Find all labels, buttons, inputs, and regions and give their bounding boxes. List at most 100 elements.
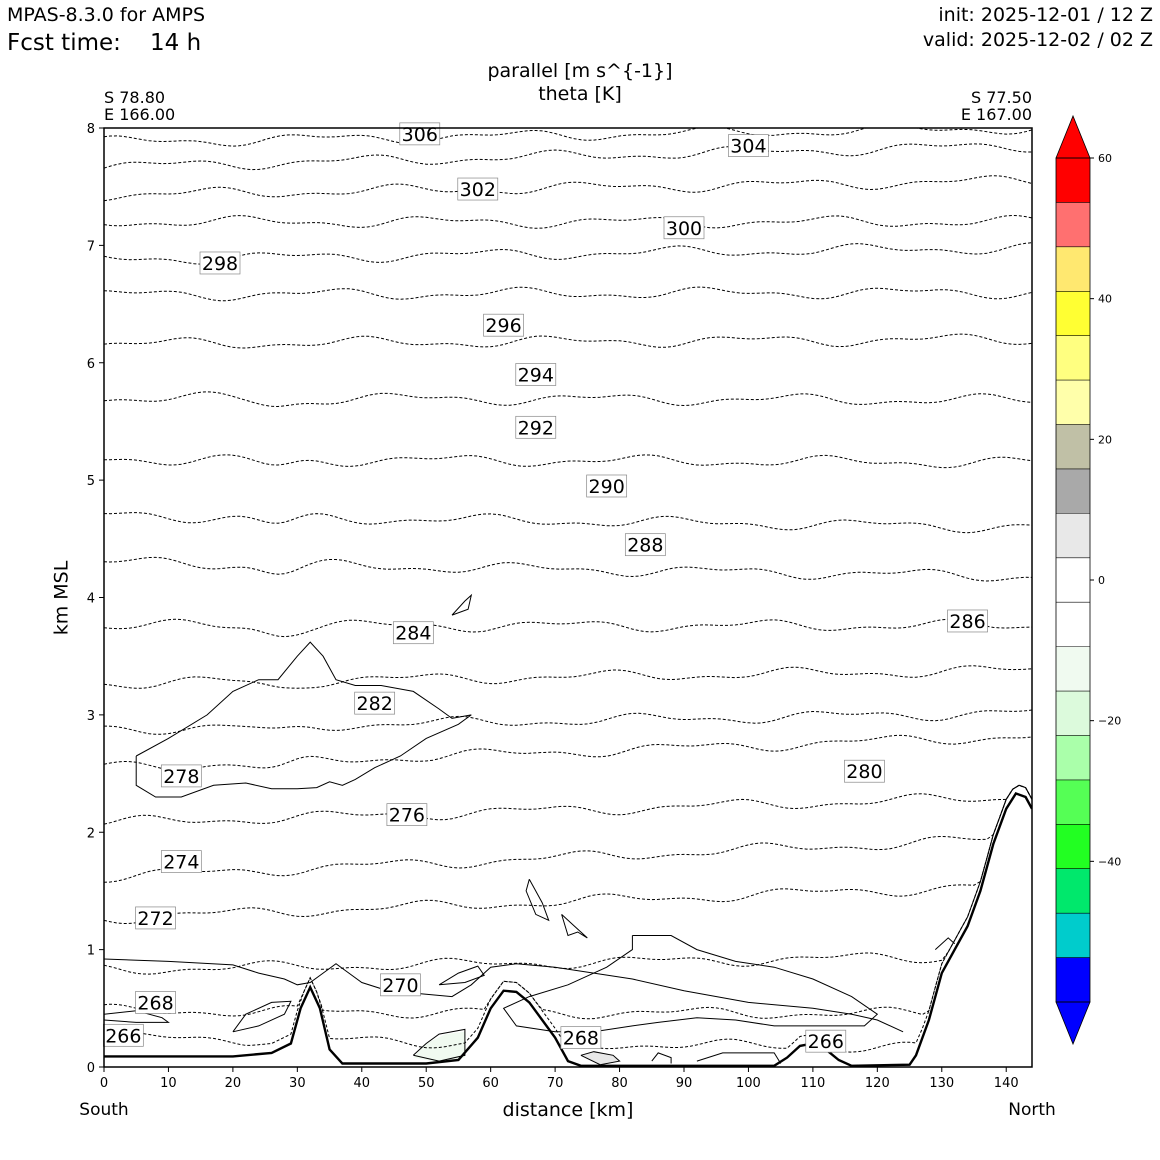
wind-contour: [232, 1000, 292, 1033]
theta-label-box: [457, 177, 499, 201]
theta-label-box: [135, 991, 176, 1014]
theta-label-box: [392, 621, 434, 645]
colorbar-segment: [1056, 158, 1090, 203]
theta-label: 266: [808, 1031, 844, 1053]
theta-label-box: [160, 764, 202, 788]
x-axis-label: distance [km]: [502, 1099, 634, 1121]
theta-label-box: [844, 759, 885, 783]
theta-label-box: [380, 973, 421, 997]
theta-label: 296: [485, 315, 521, 337]
colorbar-over-arrow: [1055, 114, 1091, 159]
theta-label: 276: [389, 805, 425, 827]
wind-contour: [502, 935, 879, 1033]
colorbar: 60 40 20 0 −20 −40: [1055, 114, 1121, 1046]
theta-isentrope: [104, 784, 1032, 1020]
theta-isentrope: [104, 333, 1032, 349]
theta-label: 290: [589, 476, 625, 498]
wind-contour: [525, 878, 550, 922]
chart-title-line1: parallel [m s^{-1}]: [487, 60, 673, 82]
theta-isentrope: [104, 512, 1032, 534]
right-end-lat: S 77.50: [970, 88, 1032, 107]
theta-isentrope: [104, 784, 1032, 825]
y-tick-label: 2: [87, 826, 95, 841]
x-tick-label: 110: [800, 1076, 825, 1091]
theta-isentrope: [104, 242, 1032, 265]
theta-label-box: [728, 134, 769, 157]
theta-label: 282: [357, 693, 393, 715]
theta-isentrope: [104, 143, 1032, 171]
south-label: South: [79, 1100, 129, 1120]
x-tick-label: 60: [482, 1076, 499, 1091]
colorbar-segment: [1056, 513, 1090, 559]
chart-title-line2: theta [K]: [538, 83, 622, 105]
theta-isentrope: [104, 784, 1032, 1053]
colorbar-segment: [1056, 868, 1090, 914]
colorbar-segment: [1056, 557, 1090, 603]
x-tick-label: 10: [160, 1076, 177, 1091]
x-tick-label: 140: [994, 1076, 1019, 1091]
theta-label: 272: [137, 908, 173, 930]
colorbar-segment: [1056, 735, 1090, 781]
theta-label-box: [386, 803, 428, 826]
theta-isentrope: [104, 556, 1032, 582]
wind-contour: [561, 914, 588, 939]
colorbar-segment: [1056, 424, 1090, 470]
colorbar-tick-label: −40: [1098, 855, 1121, 868]
wind-contour: [104, 1010, 170, 1023]
theta-label-box: [515, 363, 557, 386]
y-tick-label: 0: [87, 1061, 95, 1076]
wind-contour: [104, 958, 904, 1033]
theta-label: 280: [846, 761, 882, 783]
x-tick-label: 30: [289, 1076, 306, 1091]
theta-label: 292: [518, 417, 554, 439]
theta-isentrope: [104, 128, 1032, 147]
valid-time: valid: 2025-12-02 / 02 Z: [922, 29, 1153, 51]
colorbar-segment: [1056, 824, 1090, 870]
colorbar-segment: [1056, 691, 1090, 736]
colorbar-segment: [1056, 246, 1090, 292]
colorbar-tick-label: −20: [1098, 715, 1121, 728]
colorbar-tick-label: 40: [1098, 293, 1112, 306]
forecast-label: Fcst time:: [7, 30, 121, 56]
y-tick-label: 6: [87, 357, 95, 372]
y-tick-label: 5: [87, 474, 95, 489]
north-label: North: [1008, 1100, 1056, 1120]
plot-frame: [103, 127, 1033, 1068]
theta-label: 288: [627, 535, 663, 557]
x-tick-label: 100: [736, 1076, 761, 1091]
theta-isentrope: [104, 286, 1032, 302]
theta-label: 284: [395, 623, 431, 645]
x-tick-label: 0: [100, 1076, 108, 1091]
theta-label: 286: [949, 611, 985, 633]
theta-label-box: [560, 1026, 602, 1050]
theta-label-box: [515, 415, 557, 439]
theta-label-box: [663, 216, 705, 240]
wind-contour: [451, 593, 473, 616]
theta-isentrope: [104, 214, 1032, 229]
theta-isentrope: [104, 618, 1032, 638]
y-tick-label: 1: [87, 944, 95, 959]
x-tick-label: 20: [225, 1076, 242, 1091]
forecast-value: 14 h: [150, 30, 202, 56]
theta-label: 306: [402, 124, 438, 146]
theta-label: 266: [105, 1025, 141, 1047]
right-end-lon: E 167.00: [960, 105, 1032, 124]
x-tick-label: 80: [611, 1076, 628, 1091]
colorbar-under-arrow: [1055, 1001, 1091, 1046]
x-tick-label: 50: [418, 1076, 435, 1091]
colorbar-segment: [1056, 291, 1090, 336]
x-tick-label: 70: [547, 1076, 564, 1091]
x-tick-label: 90: [676, 1076, 693, 1091]
theta-label: 302: [460, 179, 496, 201]
theta-label: 304: [730, 136, 766, 158]
colorbar-segment: [1056, 913, 1090, 958]
left-end-lat: S 78.80: [104, 88, 166, 107]
theta-label-box: [160, 850, 202, 873]
theta-label: 268: [137, 992, 173, 1014]
theta-isentrope: [104, 454, 1032, 469]
theta-label-box: [586, 474, 628, 498]
theta-label-box: [354, 691, 396, 715]
theta-isentrope: [104, 734, 1032, 771]
y-tick-label: 7: [87, 239, 95, 254]
